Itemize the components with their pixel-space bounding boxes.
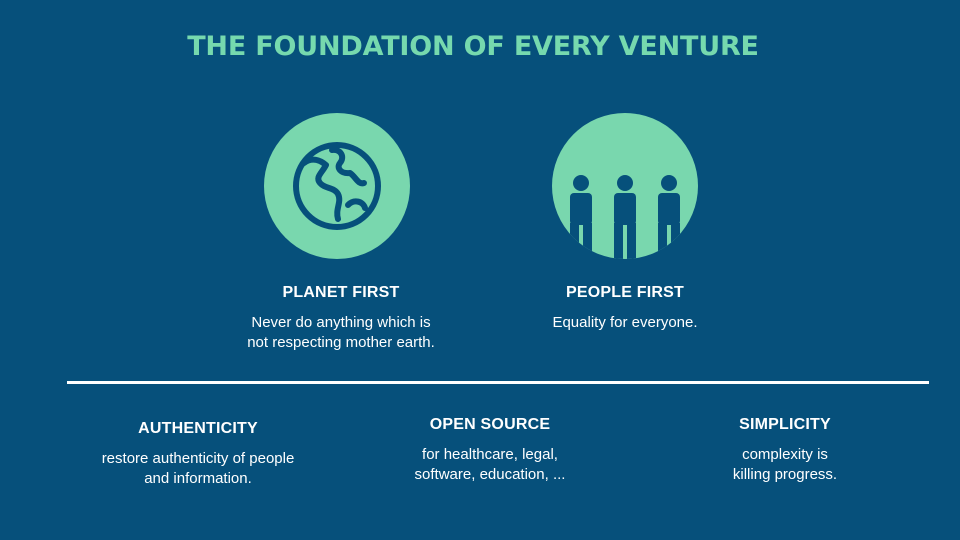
pillar-people-first: PEOPLE FIRST Equality for everyone. xyxy=(552,283,697,333)
pillar-description: restore authenticity of people and infor… xyxy=(101,450,295,487)
section-divider xyxy=(67,381,929,384)
pillar-heading: SIMPLICITY xyxy=(739,416,831,433)
pillar-description: Equality for everyone. xyxy=(552,314,698,331)
pillar-authenticity: AUTHENTICITY restore authenticity of peo… xyxy=(102,419,295,489)
pillar-description: complexity is killing progress. xyxy=(732,446,838,483)
pillar-simplicity: SIMPLICITY complexity is killing progres… xyxy=(733,415,837,485)
pillar-heading: PEOPLE FIRST xyxy=(566,284,684,301)
people-circle xyxy=(552,113,698,259)
pillar-heading: AUTHENTICITY xyxy=(138,420,258,437)
pillar-open-source: OPEN SOURCE for healthcare, legal, softw… xyxy=(415,415,566,485)
people-icon xyxy=(570,175,680,259)
globe-icon xyxy=(293,142,381,230)
pillar-heading: OPEN SOURCE xyxy=(429,416,551,433)
pillar-planet-first: PLANET FIRST Never do anything which is … xyxy=(247,283,435,353)
planet-circle xyxy=(264,113,410,259)
slide-title: THE FOUNDATION OF EVERY VENTURE xyxy=(187,31,759,62)
pillar-heading: PLANET FIRST xyxy=(282,284,400,301)
pillar-description: for healthcare, legal, software, educati… xyxy=(414,446,566,483)
pillar-description: Never do anything which is not respectin… xyxy=(247,314,435,351)
